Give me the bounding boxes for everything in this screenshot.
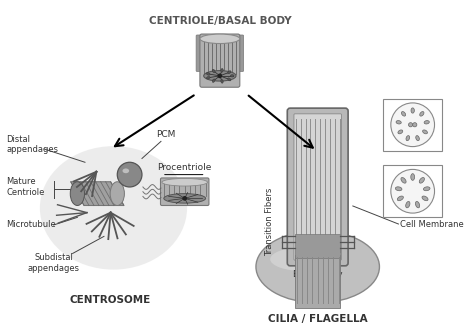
- FancyBboxPatch shape: [200, 34, 240, 87]
- Ellipse shape: [122, 169, 129, 173]
- Ellipse shape: [396, 121, 401, 124]
- Circle shape: [182, 196, 187, 201]
- Text: b: b: [387, 169, 393, 178]
- Ellipse shape: [212, 79, 215, 82]
- FancyBboxPatch shape: [196, 35, 204, 71]
- Ellipse shape: [162, 179, 208, 186]
- Ellipse shape: [206, 73, 210, 75]
- Ellipse shape: [206, 76, 210, 79]
- Ellipse shape: [110, 182, 124, 205]
- FancyBboxPatch shape: [287, 108, 348, 266]
- Text: Distal
appendages: Distal appendages: [6, 135, 58, 154]
- Ellipse shape: [424, 121, 429, 124]
- Ellipse shape: [40, 146, 187, 270]
- Ellipse shape: [422, 196, 428, 201]
- Bar: [295, 234, 340, 258]
- Circle shape: [409, 123, 413, 127]
- Ellipse shape: [406, 201, 410, 208]
- Text: CILIA / FLAGELLA: CILIA / FLAGELLA: [268, 314, 367, 324]
- Ellipse shape: [398, 130, 403, 134]
- Text: Subdistal
appendages: Subdistal appendages: [27, 254, 80, 273]
- Ellipse shape: [221, 79, 223, 83]
- Text: PCM: PCM: [156, 130, 175, 139]
- Ellipse shape: [420, 112, 424, 116]
- Circle shape: [391, 103, 435, 147]
- Bar: [295, 255, 340, 308]
- Ellipse shape: [406, 136, 410, 141]
- Ellipse shape: [228, 71, 231, 74]
- Ellipse shape: [415, 201, 419, 208]
- Ellipse shape: [401, 178, 406, 183]
- Ellipse shape: [164, 194, 206, 203]
- Ellipse shape: [423, 130, 428, 134]
- Ellipse shape: [204, 71, 236, 81]
- Ellipse shape: [423, 187, 430, 191]
- Bar: [383, 165, 442, 217]
- Text: Basal body: Basal body: [293, 270, 343, 279]
- Polygon shape: [71, 182, 124, 205]
- FancyBboxPatch shape: [161, 178, 209, 205]
- Ellipse shape: [228, 78, 231, 81]
- Ellipse shape: [256, 231, 379, 303]
- Circle shape: [117, 162, 142, 187]
- Ellipse shape: [212, 69, 215, 73]
- Text: Transition Fibers: Transition Fibers: [265, 188, 274, 256]
- FancyBboxPatch shape: [294, 114, 341, 260]
- Ellipse shape: [221, 68, 223, 72]
- Circle shape: [413, 123, 417, 127]
- Ellipse shape: [397, 196, 403, 201]
- Ellipse shape: [395, 187, 402, 191]
- Ellipse shape: [416, 136, 419, 141]
- Text: Microtubule: Microtubule: [6, 220, 56, 229]
- Ellipse shape: [230, 75, 234, 77]
- Text: Procentriole: Procentriole: [157, 163, 212, 172]
- Ellipse shape: [401, 112, 406, 116]
- Ellipse shape: [270, 247, 337, 271]
- Text: a: a: [387, 103, 392, 112]
- Ellipse shape: [419, 178, 424, 183]
- Circle shape: [391, 170, 435, 213]
- Text: CENTRIOLE/BASAL BODY: CENTRIOLE/BASAL BODY: [148, 16, 291, 26]
- Text: CENTROSOME: CENTROSOME: [70, 295, 151, 305]
- Text: Mature
Centriole: Mature Centriole: [6, 177, 45, 197]
- Text: Axoneme: Axoneme: [329, 174, 338, 213]
- Ellipse shape: [411, 174, 415, 180]
- Ellipse shape: [200, 34, 240, 44]
- Circle shape: [218, 73, 222, 78]
- FancyBboxPatch shape: [236, 35, 244, 71]
- Text: Cell Membrane: Cell Membrane: [401, 219, 464, 228]
- Bar: [383, 98, 442, 151]
- Ellipse shape: [70, 182, 84, 205]
- Ellipse shape: [411, 108, 414, 113]
